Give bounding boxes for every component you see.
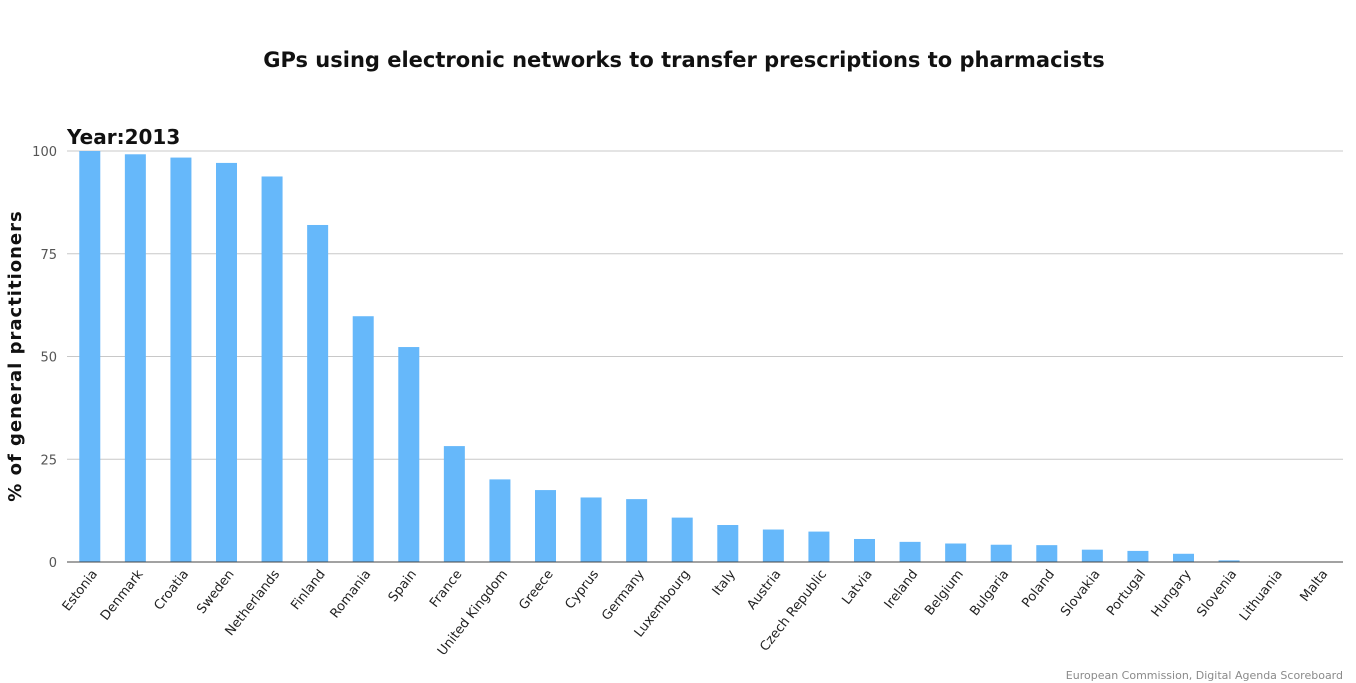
y-tick-label: 100 <box>32 145 57 160</box>
bar-italy <box>717 525 739 562</box>
bar-germany <box>626 499 648 562</box>
x-tick-label: Latvia <box>839 567 875 607</box>
x-tick-label: France <box>427 567 465 610</box>
y-tick-label: 0 <box>49 556 57 571</box>
bar-denmark <box>124 154 146 562</box>
y-axis-title: % of general practitioners <box>5 210 26 501</box>
y-axis-ticks: 0 25 50 75 100 <box>32 145 57 571</box>
x-tick-label: Cyprus <box>562 567 602 612</box>
bar-romania <box>352 316 374 562</box>
x-tick-label: Greece <box>516 567 556 613</box>
bar-slovakia <box>1081 549 1103 562</box>
source-credit: European Commission, Digital Agenda Scor… <box>1066 669 1343 682</box>
bar-cyprus <box>580 497 602 562</box>
x-tick-label: Croatia <box>151 567 192 613</box>
y-tick-label: 25 <box>40 453 57 468</box>
bar-luxembourg <box>671 517 693 562</box>
x-tick-label: Malta <box>1297 567 1331 604</box>
y-tick-label: 50 <box>40 351 57 366</box>
bar-bulgaria <box>990 544 1012 562</box>
bar-sweden <box>216 162 237 562</box>
x-tick-label: Portugal <box>1104 567 1149 619</box>
bar-austria <box>762 529 784 562</box>
x-tick-label: Slovenia <box>1194 567 1240 620</box>
bar-greece <box>535 490 556 562</box>
x-tick-label: Ireland <box>882 567 922 612</box>
x-tick-label: Hungary <box>1149 567 1195 620</box>
bar-poland <box>1036 545 1058 562</box>
x-tick-label: Germany <box>599 567 648 624</box>
bar-belgium <box>945 543 967 562</box>
bar-finland <box>307 224 329 563</box>
bar-slovenia <box>1218 560 1240 562</box>
gridlines <box>67 150 1343 460</box>
x-tick-label: Romania <box>328 567 375 621</box>
bar-hungary <box>1173 553 1194 562</box>
bar-united-kingdom <box>489 479 511 562</box>
chart-title: GPs using electronic networks to transfe… <box>263 48 1105 72</box>
x-tick-label: Austria <box>744 567 784 612</box>
bar-spain <box>398 347 420 562</box>
bar-netherlands <box>261 176 283 562</box>
bar-latvia <box>854 538 875 562</box>
x-tick-label: Lithuania <box>1237 567 1286 624</box>
x-tick-label: Poland <box>1019 567 1058 610</box>
bar-croatia <box>170 157 192 563</box>
x-tick-label: Finland <box>288 567 328 613</box>
x-tick-label: Spain <box>386 567 420 605</box>
bars <box>79 151 1240 563</box>
y-tick-label: 75 <box>40 248 57 263</box>
x-tick-label: Estonia <box>60 567 101 614</box>
x-tick-label: Sweden <box>194 567 237 617</box>
x-tick-label: Slovakia <box>1058 567 1103 619</box>
bar-ireland <box>899 541 921 562</box>
bar-portugal <box>1127 550 1149 562</box>
x-tick-label: Denmark <box>98 567 147 624</box>
x-tick-label: Bulgaria <box>967 567 1012 619</box>
x-tick-label: Belgium <box>922 567 967 618</box>
bar-czech-republic <box>808 531 830 562</box>
year-label: Year:2013 <box>66 125 180 149</box>
bar-estonia <box>79 151 101 562</box>
x-tick-label: Italy <box>710 567 739 599</box>
bar-france <box>443 446 465 562</box>
